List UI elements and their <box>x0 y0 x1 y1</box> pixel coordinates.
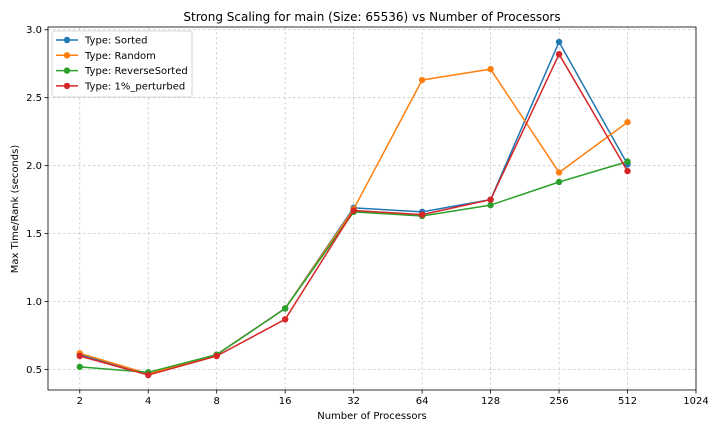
data-point <box>487 196 494 203</box>
legend-swatch-marker <box>63 52 71 59</box>
data-point <box>555 38 563 46</box>
legend-box <box>51 30 193 98</box>
data-point <box>281 305 289 312</box>
x-tick-label: 16 <box>279 396 292 407</box>
y-axis-title: Max Time/Rank (seconds) <box>10 145 21 274</box>
y-tick-label: 2.0 <box>26 161 42 172</box>
legend-label: Type: Sorted <box>84 36 148 47</box>
legend-swatch-marker <box>63 82 71 90</box>
x-tick-label: 256 <box>550 396 569 407</box>
x-tick-label: 2 <box>77 396 83 407</box>
legend: Type: Sorted Type: Random Type: ReverseSor… <box>51 30 193 98</box>
x-tick-label: 1024 <box>683 396 708 407</box>
data-point <box>555 178 563 186</box>
series <box>76 38 631 379</box>
y-tick-label: 3.0 <box>26 25 42 36</box>
legend-label: Type: ReverseSorted <box>84 66 188 77</box>
data-point <box>555 50 563 58</box>
legend-label: Type: Random <box>84 51 156 62</box>
data-point <box>624 158 631 165</box>
y-tick-label: 2.5 <box>26 93 42 104</box>
data-point <box>418 211 426 218</box>
data-point <box>76 352 83 360</box>
x-tick-label: 512 <box>618 396 637 407</box>
data-point <box>350 207 357 214</box>
legend-swatch-marker <box>63 67 71 74</box>
data-point <box>418 76 426 84</box>
legend-label: Type: 1%_perturbed <box>84 81 185 92</box>
data-point <box>624 167 631 175</box>
data-point <box>145 371 152 379</box>
plot-area-frame <box>47 26 697 391</box>
x-tick-label: 64 <box>416 396 429 407</box>
y-tick-label: 1.5 <box>26 229 42 240</box>
data-point <box>281 316 289 323</box>
axis-ticks: 2 4 8 16 32 64 128 256 512 1024 0.5 1.0 1.5 2.0 2.5 3.0 <box>26 25 709 407</box>
data-point <box>487 201 494 209</box>
y-tick-label: 1.0 <box>26 297 42 308</box>
x-tick-label: 32 <box>347 396 360 407</box>
data-point <box>555 169 563 176</box>
data-point <box>624 118 631 126</box>
y-tick-label: 0.5 <box>26 365 42 376</box>
x-tick-label: 8 <box>214 396 220 407</box>
data-point <box>213 352 220 360</box>
x-axis-title: Number of Processors <box>317 411 427 422</box>
chart-title: Strong Scaling for main (Size: 65536) vs… <box>183 10 560 24</box>
legend-swatch-marker <box>63 36 71 44</box>
x-tick-label: 4 <box>145 396 151 407</box>
x-tick-label: 128 <box>481 396 500 407</box>
data-point <box>487 65 494 73</box>
data-point <box>76 363 83 371</box>
